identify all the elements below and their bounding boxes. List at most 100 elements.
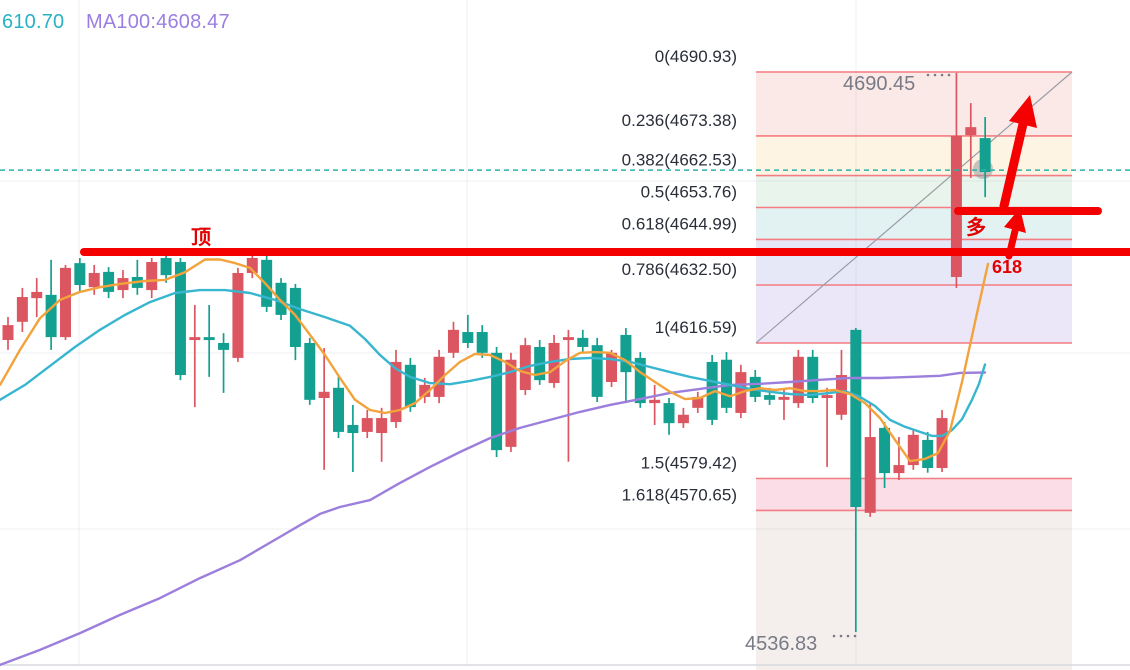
fib-retracement-tool[interactable]: [755, 71, 1073, 670]
candle-body-down: [764, 395, 776, 400]
fib-level-label: 0.786(4632.50): [622, 260, 737, 279]
candle-body-up: [965, 127, 977, 136]
candle-body-up: [606, 352, 618, 382]
candle-body-down: [491, 352, 503, 451]
candle-body-up: [232, 272, 244, 358]
fib-level-label: 0.236(4673.38): [622, 111, 737, 130]
bounce-arrow-shaft[interactable]: [1005, 227, 1019, 260]
fib-band-below: [756, 510, 1072, 670]
candle-body-up: [447, 329, 459, 353]
candle-body-down: [577, 337, 589, 347]
leader-dot: [839, 634, 843, 638]
candle-body-down: [74, 263, 86, 286]
fib-level-label: 1.5(4579.42): [641, 453, 737, 472]
ma100-line: [0, 371, 987, 667]
candle-body-up: [821, 395, 833, 399]
candle-body-up: [677, 414, 689, 424]
candle-body-up: [88, 272, 100, 288]
fib-labels: 0(4690.93) 0.236(4673.38) 0.382(4662.53) 0.…: [622, 47, 737, 504]
candle-body-up: [2, 325, 14, 341]
candle-body-down: [404, 364, 416, 408]
candle-body-down: [620, 334, 632, 373]
high-price-tag: 4690.45: [843, 73, 915, 95]
breakout-arrow-shaft[interactable]: [999, 119, 1028, 211]
candle-body-down: [304, 342, 316, 400]
candle-body-down: [45, 294, 57, 338]
fib-level-label: 0.618(4644.99): [622, 214, 737, 233]
candle-body-up: [146, 262, 158, 291]
candle-body-down: [663, 403, 675, 424]
candle-body-up: [562, 337, 574, 341]
candle-body-down: [160, 258, 172, 276]
candle-body-up: [433, 356, 445, 397]
candle-body-up: [792, 356, 804, 404]
candle-body-up: [649, 399, 661, 404]
candle-body-up: [189, 337, 201, 341]
candle-body-down: [706, 361, 718, 420]
candle-body-down: [749, 376, 761, 397]
fib-level-label: 1.618(4570.65): [622, 485, 737, 504]
candle-body-up: [505, 359, 517, 447]
candle-body-up: [419, 384, 431, 397]
candle-body-up: [936, 418, 948, 468]
candle-body-down: [203, 337, 215, 341]
candle-body-up: [907, 434, 919, 466]
candle-body-down: [333, 387, 345, 432]
bounce-arrow-head[interactable]: [1004, 208, 1026, 233]
fib-band: [756, 239, 1072, 286]
moving-averages: [0, 258, 990, 667]
candle-body-up: [16, 297, 28, 322]
candle-body-down: [218, 342, 230, 350]
leader-dot: [926, 73, 930, 77]
candle-body-down: [462, 332, 474, 343]
candle-body-down: [879, 427, 891, 474]
candle-body-down: [289, 287, 301, 347]
candle-body-down: [103, 271, 115, 292]
leader-dot: [947, 73, 951, 77]
leader-dot: [846, 634, 850, 638]
candle-body-down: [850, 329, 862, 508]
candle-body-up: [390, 361, 402, 423]
ma-orange-line: [0, 258, 990, 463]
red-annotations: 顶 多 618: [80, 95, 1130, 277]
candle-body-down: [979, 138, 991, 172]
candle-body-down: [807, 356, 819, 399]
candle-body-up: [893, 465, 905, 474]
fib-level-label: 0.5(4653.76): [641, 182, 737, 201]
candle-body-up: [548, 342, 560, 384]
leader-dot: [940, 73, 944, 77]
candle-body-up: [376, 418, 388, 434]
leader-dot: [853, 634, 857, 638]
top-label[interactable]: 顶: [191, 226, 211, 249]
fib-band: [756, 285, 1072, 343]
candle-body-down: [275, 282, 287, 315]
candle-body-up: [778, 396, 790, 400]
candle-body-down: [174, 262, 186, 376]
candle-body-up: [31, 291, 43, 299]
level-618-label[interactable]: 618: [992, 257, 1022, 277]
candle-body-up: [950, 135, 962, 277]
leader-dot: [832, 634, 836, 638]
candle-body-down: [476, 332, 488, 353]
long-label[interactable]: 多: [966, 215, 986, 239]
candle-body-down: [922, 439, 934, 468]
fib-band: [756, 478, 1072, 511]
candle-body-up: [318, 391, 330, 399]
candle-body-up: [835, 375, 847, 415]
fib-level-label: 1(4616.59): [655, 318, 737, 337]
ma-fast-value: 610.70: [2, 11, 65, 33]
candle-body-up: [246, 258, 258, 273]
candle-body-down: [347, 424, 359, 434]
low-price-tag: 4536.83: [745, 633, 817, 655]
candle-body-up: [692, 396, 704, 408]
breakout-arrow-head[interactable]: [1009, 95, 1037, 128]
leader-dot: [933, 73, 937, 77]
ma100-value[interactable]: MA100:4608.47: [86, 11, 230, 33]
fib-level-label: 0.382(4662.53): [622, 151, 737, 170]
price-tags: 4690.45 4536.83: [745, 73, 951, 655]
candle-body-up: [59, 267, 71, 338]
candle-body-up: [864, 437, 876, 513]
